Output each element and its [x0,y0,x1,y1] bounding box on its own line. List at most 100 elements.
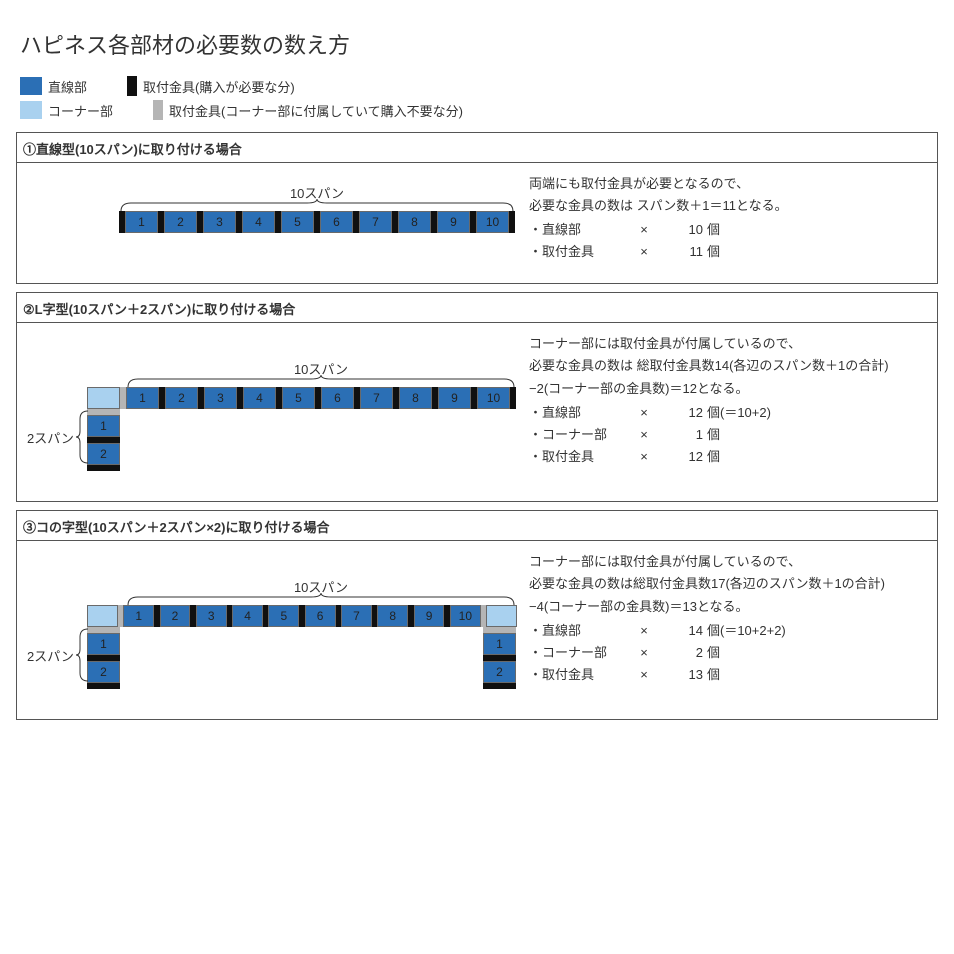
fixture-bar [510,387,516,409]
straight-segment: 10 [477,387,510,409]
straight-segment: 9 [414,605,445,627]
item-label: ・取付金具 [529,664,629,686]
straight-segment: 10 [450,605,481,627]
straight-segment: 6 [321,387,354,409]
straight-segment: 3 [203,211,236,233]
straight-segment: 5 [282,387,315,409]
corner-segment [87,387,120,409]
item-unit: 個 [707,219,720,241]
desc-3-2: 必要な金具の数は総取付金具数17(各辺のスパン数＋1の合計) [529,573,927,595]
page-title: ハピネス各部材の必要数の数え方 [20,28,938,60]
straight-segment: 9 [437,211,470,233]
item-val: 12 [659,402,707,424]
desc-3-1: コーナー部には取付金具が付属しているので、 [529,551,927,573]
straight-segment: 4 [242,211,275,233]
straight-segment: 4 [232,605,263,627]
legend-corner-label: コーナー部 [48,101,113,120]
item-list-2: ・直線部×12個(＝10+2)・コーナー部×1個・取付金具×12個 [529,402,927,468]
list-item: ・コーナー部×2個 [529,642,927,664]
item-label: ・取付金具 [529,241,629,263]
straight-segment: 7 [341,605,372,627]
diagram-strip-3: 12345678910 [87,605,517,627]
straight-segment: 1 [87,415,120,437]
straight-segment: 8 [398,211,431,233]
item-unit: 個 [707,642,720,664]
list-item: ・直線部×10個 [529,219,927,241]
legend: 直線部 取付金具(購入が必要な分) コーナー部 取付金具(コーナー部に付属してい… [20,76,938,120]
straight-segment: 3 [204,387,237,409]
diagram-vstrip-3-right: 12 [477,627,516,689]
diagram-strip-2: 123456789 10 [87,387,517,409]
list-item: ・直線部×12個(＝10+2) [529,402,927,424]
corner-segment [87,605,118,627]
straight-segment: 1 [123,605,154,627]
fixture-bar [509,211,515,233]
legend-fixbuy-swatch [127,76,137,96]
item-label: ・取付金具 [529,446,629,468]
straight-segment: 2 [483,661,516,683]
section-1: ①直線型(10スパン)に取り付ける場合 10スパン 12345678910 両端… [16,132,938,284]
desc-3-3: −4(コーナー部の金具数)＝13となる。 [529,596,927,618]
legend-fixinc-swatch [153,100,163,120]
item-val: 1 [659,424,707,446]
item-unit: 個 [707,664,720,686]
straight-segment: 8 [399,387,432,409]
legend-fixinc-label: 取付金具(コーナー部に付属していて購入不要な分) [169,101,463,120]
straight-segment: 2 [164,211,197,233]
desc-2-1: コーナー部には取付金具が付属しているので、 [529,333,927,355]
legend-fixbuy-label: 取付金具(購入が必要な分) [143,77,295,96]
list-item: ・コーナー部×1個 [529,424,927,446]
straight-segment: 9 [438,387,471,409]
straight-segment: 2 [160,605,191,627]
straight-segment: 8 [377,605,408,627]
item-mul: × [629,241,659,263]
brace-top-icon [126,593,516,605]
item-mul: × [629,424,659,446]
item-label: ・コーナー部 [529,424,629,446]
item-val: 14 [659,620,707,642]
item-label: ・直線部 [529,620,629,642]
straight-segment: 4 [243,387,276,409]
item-mul: × [629,642,659,664]
item-unit: 個 [707,424,720,446]
list-item: ・取付金具×12個 [529,446,927,468]
desc-1-1: 両端にも取付金具が必要となるので、 [529,173,927,195]
straight-segment: 5 [268,605,299,627]
diagram-vstrip-2: 12 [87,409,517,471]
desc-2-3: −2(コーナー部の金具数)＝12となる。 [529,378,927,400]
straight-segment: 2 [165,387,198,409]
straight-segment: 7 [360,387,393,409]
straight-segment: 1 [125,211,158,233]
straight-segment: 2 [87,443,120,465]
item-label: ・直線部 [529,219,629,241]
straight-segment: 2 [87,661,120,683]
item-val: 2 [659,642,707,664]
straight-segment: 5 [281,211,314,233]
item-list-3: ・直線部×14個(＝10+2+2)・コーナー部×2個・取付金具×13個 [529,620,927,686]
section-3: ③コの字型(10スパン＋2スパン×2)に取り付ける場合 10スパン 123456… [16,510,938,720]
section-3-title: ③コの字型(10スパン＋2スパン×2)に取り付ける場合 [17,511,937,541]
list-item: ・取付金具×13個 [529,664,927,686]
straight-segment: 1 [126,387,159,409]
brace-left-label-2: 2スパン [27,428,76,447]
item-unit: 個(＝10+2) [707,402,771,424]
item-mul: × [629,446,659,468]
diagram-vstrip-3-left: 12 [87,627,126,689]
section-2: ②L字型(10スパン＋2スパン)に取り付ける場合 10スパン 123456789… [16,292,938,502]
corner-segment [486,605,517,627]
list-item: ・取付金具×11個 [529,241,927,263]
item-val: 11 [659,241,707,263]
diagram-strip-1: 12345678910 [119,211,517,233]
item-mul: × [629,664,659,686]
brace-top-icon [126,375,516,387]
brace-top-icon [119,199,515,211]
straight-segment: 10 [476,211,509,233]
item-mul: × [629,620,659,642]
straight-segment: 1 [87,633,120,655]
item-label: ・直線部 [529,402,629,424]
straight-segment: 3 [196,605,227,627]
list-item: ・直線部×14個(＝10+2+2) [529,620,927,642]
legend-corner-swatch [20,101,42,119]
straight-segment: 6 [305,605,336,627]
item-unit: 個(＝10+2+2) [707,620,786,642]
